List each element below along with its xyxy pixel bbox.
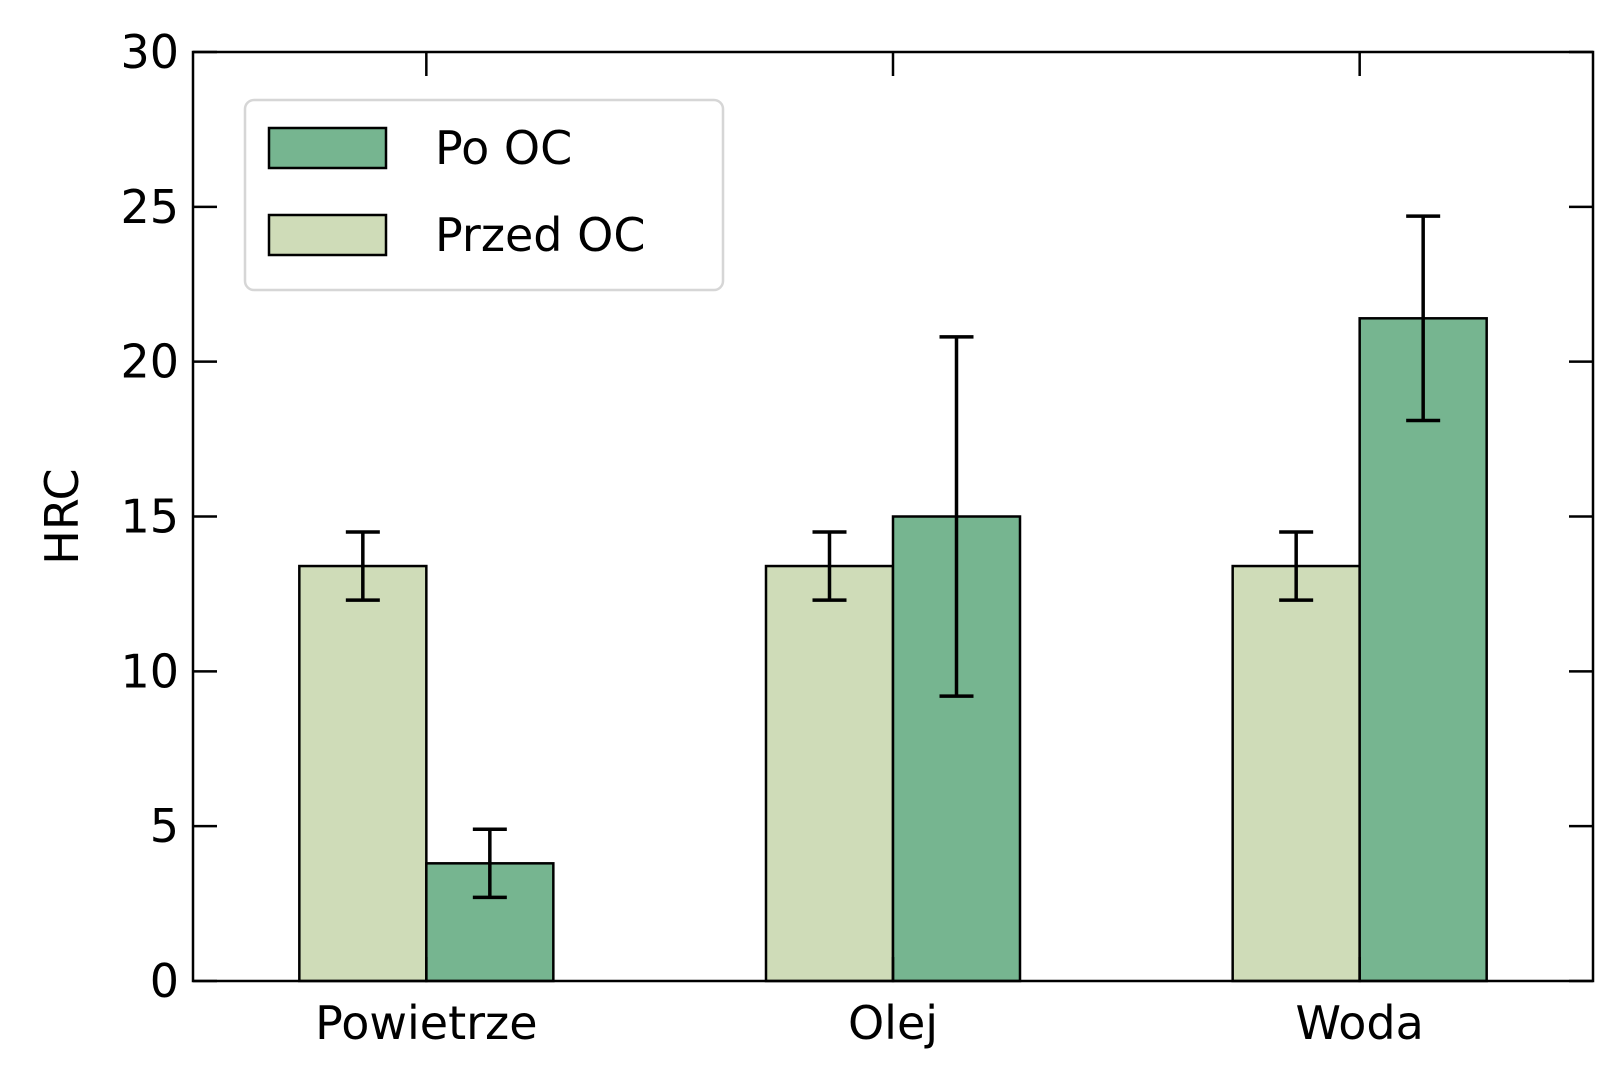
y-tick-label: 5 (150, 799, 179, 853)
legend-swatch (267, 213, 388, 257)
tick-labels-layer: Powietrze Olej Woda 0 5 10 15 20 25 30 (120, 25, 1423, 1050)
legend-swatch (267, 126, 388, 170)
bar-olej-series-0 (764, 564, 895, 983)
legend-item: Po OC (267, 121, 572, 175)
error-bar-olej-series-0 (812, 530, 847, 602)
legend-item: Przed OC (267, 208, 645, 262)
legend-label: Przed OC (435, 208, 645, 262)
ticks-layer (193, 50, 1593, 983)
y-axis-label: HRC (35, 468, 89, 564)
bars-layer (298, 317, 1488, 983)
error-bar-powietrze-series-1 (472, 827, 507, 900)
x-tick-label: Woda (1296, 996, 1424, 1050)
legend-label: Po OC (435, 121, 572, 175)
y-tick-label: 15 (120, 490, 179, 544)
bar-woda-series-0 (1231, 564, 1361, 983)
x-tick-label: Powietrze (315, 996, 537, 1050)
y-tick-label: 30 (120, 25, 179, 79)
error-bar-olej-series-1 (939, 335, 974, 698)
legend: Po OC Przed OC (243, 98, 725, 292)
error-bar-woda-series-1 (1406, 214, 1441, 423)
error-bars-layer (345, 214, 1441, 900)
error-bar-powietrze-series-0 (345, 530, 380, 602)
y-tick-label: 20 (120, 335, 179, 389)
y-tick-label: 0 (150, 954, 179, 1008)
y-tick-label: 10 (120, 644, 179, 698)
x-tick-label: Olej (848, 996, 938, 1050)
error-bar-woda-series-0 (1279, 530, 1314, 602)
bar-powietrze-series-0 (298, 564, 428, 983)
y-tick-label: 25 (120, 180, 179, 234)
